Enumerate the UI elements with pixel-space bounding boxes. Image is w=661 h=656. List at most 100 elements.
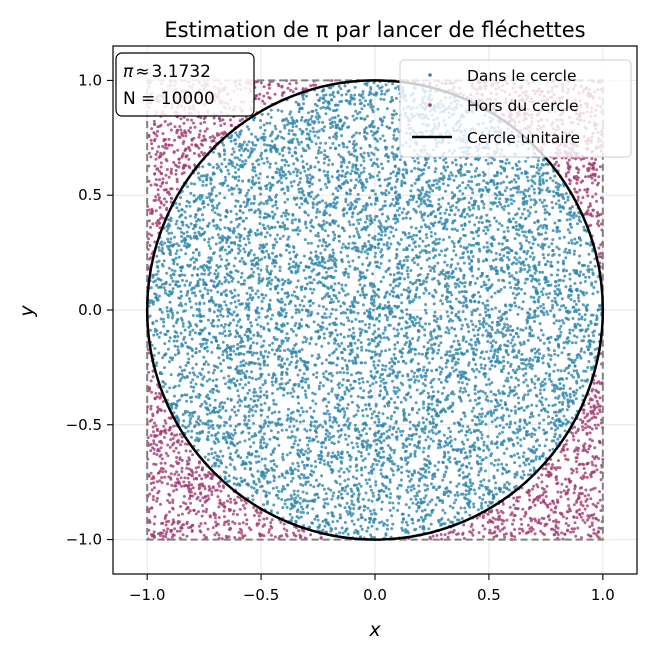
point-inside: [529, 459, 533, 463]
point-inside: [254, 292, 258, 296]
point-inside: [328, 213, 332, 217]
point-inside: [321, 425, 325, 429]
point-inside: [283, 163, 287, 167]
point-inside: [564, 306, 568, 310]
point-inside: [220, 307, 224, 311]
point-outside: [443, 533, 447, 537]
point-inside: [269, 459, 273, 463]
point-inside: [182, 232, 186, 235]
point-inside: [508, 391, 512, 395]
point-inside: [509, 198, 513, 202]
point-inside: [543, 243, 547, 247]
point-outside: [571, 530, 575, 534]
point-inside: [579, 349, 583, 353]
point-inside: [206, 349, 209, 353]
point-inside: [479, 462, 483, 466]
point-inside: [549, 264, 553, 268]
point-inside: [198, 226, 202, 230]
point-inside: [480, 415, 483, 419]
point-inside: [189, 400, 193, 404]
point-outside: [188, 509, 192, 513]
point-inside: [289, 411, 293, 415]
point-inside: [504, 161, 508, 165]
point-inside: [327, 400, 331, 404]
point-inside: [218, 254, 222, 258]
point-inside: [385, 527, 389, 531]
point-inside: [283, 502, 287, 506]
point-inside: [201, 293, 205, 297]
point-inside: [271, 204, 275, 208]
point-inside: [508, 303, 512, 307]
point-inside: [456, 493, 460, 497]
point-inside: [286, 119, 290, 123]
point-outside: [213, 533, 217, 537]
point-inside: [390, 357, 394, 361]
point-inside: [385, 392, 389, 396]
point-outside: [171, 506, 175, 510]
point-inside: [443, 444, 446, 448]
point-inside: [562, 346, 566, 350]
point-inside: [438, 177, 442, 181]
point-inside: [190, 273, 194, 277]
point-inside: [397, 501, 401, 505]
point-inside: [339, 455, 342, 459]
point-inside: [468, 450, 472, 454]
point-inside: [303, 238, 307, 242]
point-inside: [444, 285, 447, 289]
point-inside: [280, 324, 284, 328]
point-inside: [522, 461, 526, 465]
point-inside: [502, 490, 505, 494]
point-inside: [480, 501, 484, 505]
point-inside: [546, 346, 550, 350]
point-outside: [481, 514, 485, 518]
point-inside: [270, 466, 274, 470]
point-inside: [385, 241, 389, 245]
point-inside: [429, 234, 433, 238]
point-inside: [414, 378, 417, 382]
point-inside: [350, 152, 354, 156]
point-inside: [375, 463, 379, 467]
point-inside: [371, 491, 375, 495]
point-inside: [396, 464, 400, 468]
point-inside: [300, 299, 304, 303]
point-inside: [202, 205, 206, 209]
point-outside: [593, 423, 597, 427]
point-inside: [248, 375, 252, 379]
point-inside: [505, 239, 509, 242]
point-inside: [229, 209, 233, 213]
point-inside: [412, 432, 415, 436]
point-inside: [432, 269, 436, 273]
point-inside: [516, 187, 520, 191]
point-inside: [526, 249, 530, 253]
point-inside: [294, 321, 298, 325]
point-inside: [489, 399, 493, 403]
point-inside: [314, 234, 318, 238]
point-inside: [183, 425, 187, 429]
point-inside: [174, 252, 178, 256]
point-outside: [164, 421, 168, 425]
point-inside: [306, 511, 310, 515]
point-inside: [501, 327, 505, 331]
point-inside: [581, 384, 585, 388]
point-outside: [257, 518, 261, 522]
point-inside: [338, 381, 341, 385]
point-inside: [419, 515, 423, 519]
point-inside: [317, 120, 321, 124]
point-inside: [587, 340, 591, 344]
point-inside: [374, 251, 378, 255]
point-outside: [481, 524, 485, 528]
point-outside: [594, 426, 598, 430]
point-inside: [382, 439, 386, 443]
point-outside: [582, 411, 586, 415]
point-outside: [574, 431, 578, 435]
point-outside: [153, 515, 157, 519]
point-outside: [162, 435, 166, 439]
point-outside: [164, 158, 168, 161]
point-outside: [578, 188, 582, 192]
point-inside: [391, 145, 395, 149]
point-inside: [211, 318, 215, 322]
point-outside: [157, 449, 161, 453]
point-inside: [228, 455, 232, 459]
point-inside: [562, 414, 566, 418]
point-inside: [361, 96, 365, 100]
